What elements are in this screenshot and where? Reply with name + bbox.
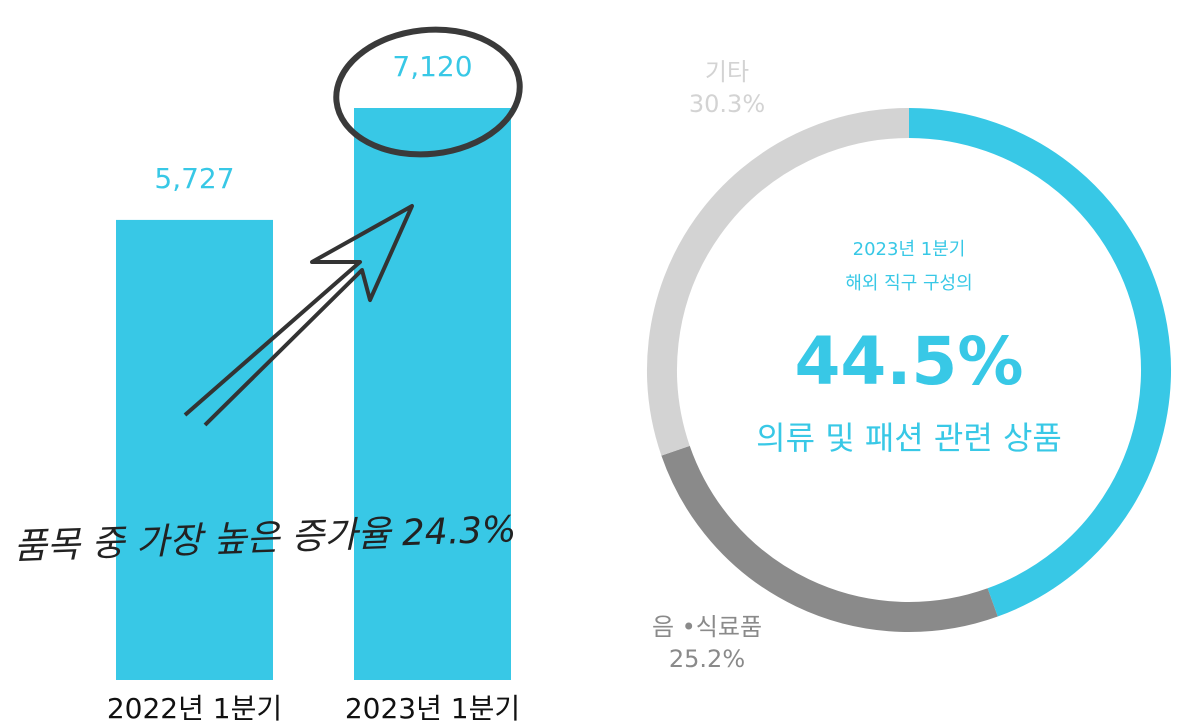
center-value: 44.5% — [795, 323, 1024, 400]
center-subtitle: 2023년 1분기 — [853, 239, 966, 260]
segment-value: 25.2% — [669, 645, 745, 673]
center-subtitle: 해외 직구 구성의 — [845, 273, 972, 294]
center-category: 의류 및 패션 관련 상품 — [756, 419, 1062, 457]
bar — [116, 219, 273, 680]
bar — [354, 108, 511, 680]
category-label: 2022년 1분기 — [107, 692, 282, 725]
segment-value: 30.3% — [689, 90, 765, 118]
segment-label: 음 •식료품 — [652, 613, 762, 641]
value-label: 5,727 — [154, 162, 234, 195]
category-label: 2023년 1분기 — [345, 692, 520, 725]
value-label: 7,120 — [392, 50, 472, 83]
trend-arrow — [183, 204, 414, 427]
donut-segment — [661, 445, 998, 632]
highlight-circle — [333, 26, 523, 158]
donut-segment — [647, 108, 910, 456]
segment-label: 기타 — [705, 58, 749, 86]
donut-segment — [908, 108, 1171, 617]
